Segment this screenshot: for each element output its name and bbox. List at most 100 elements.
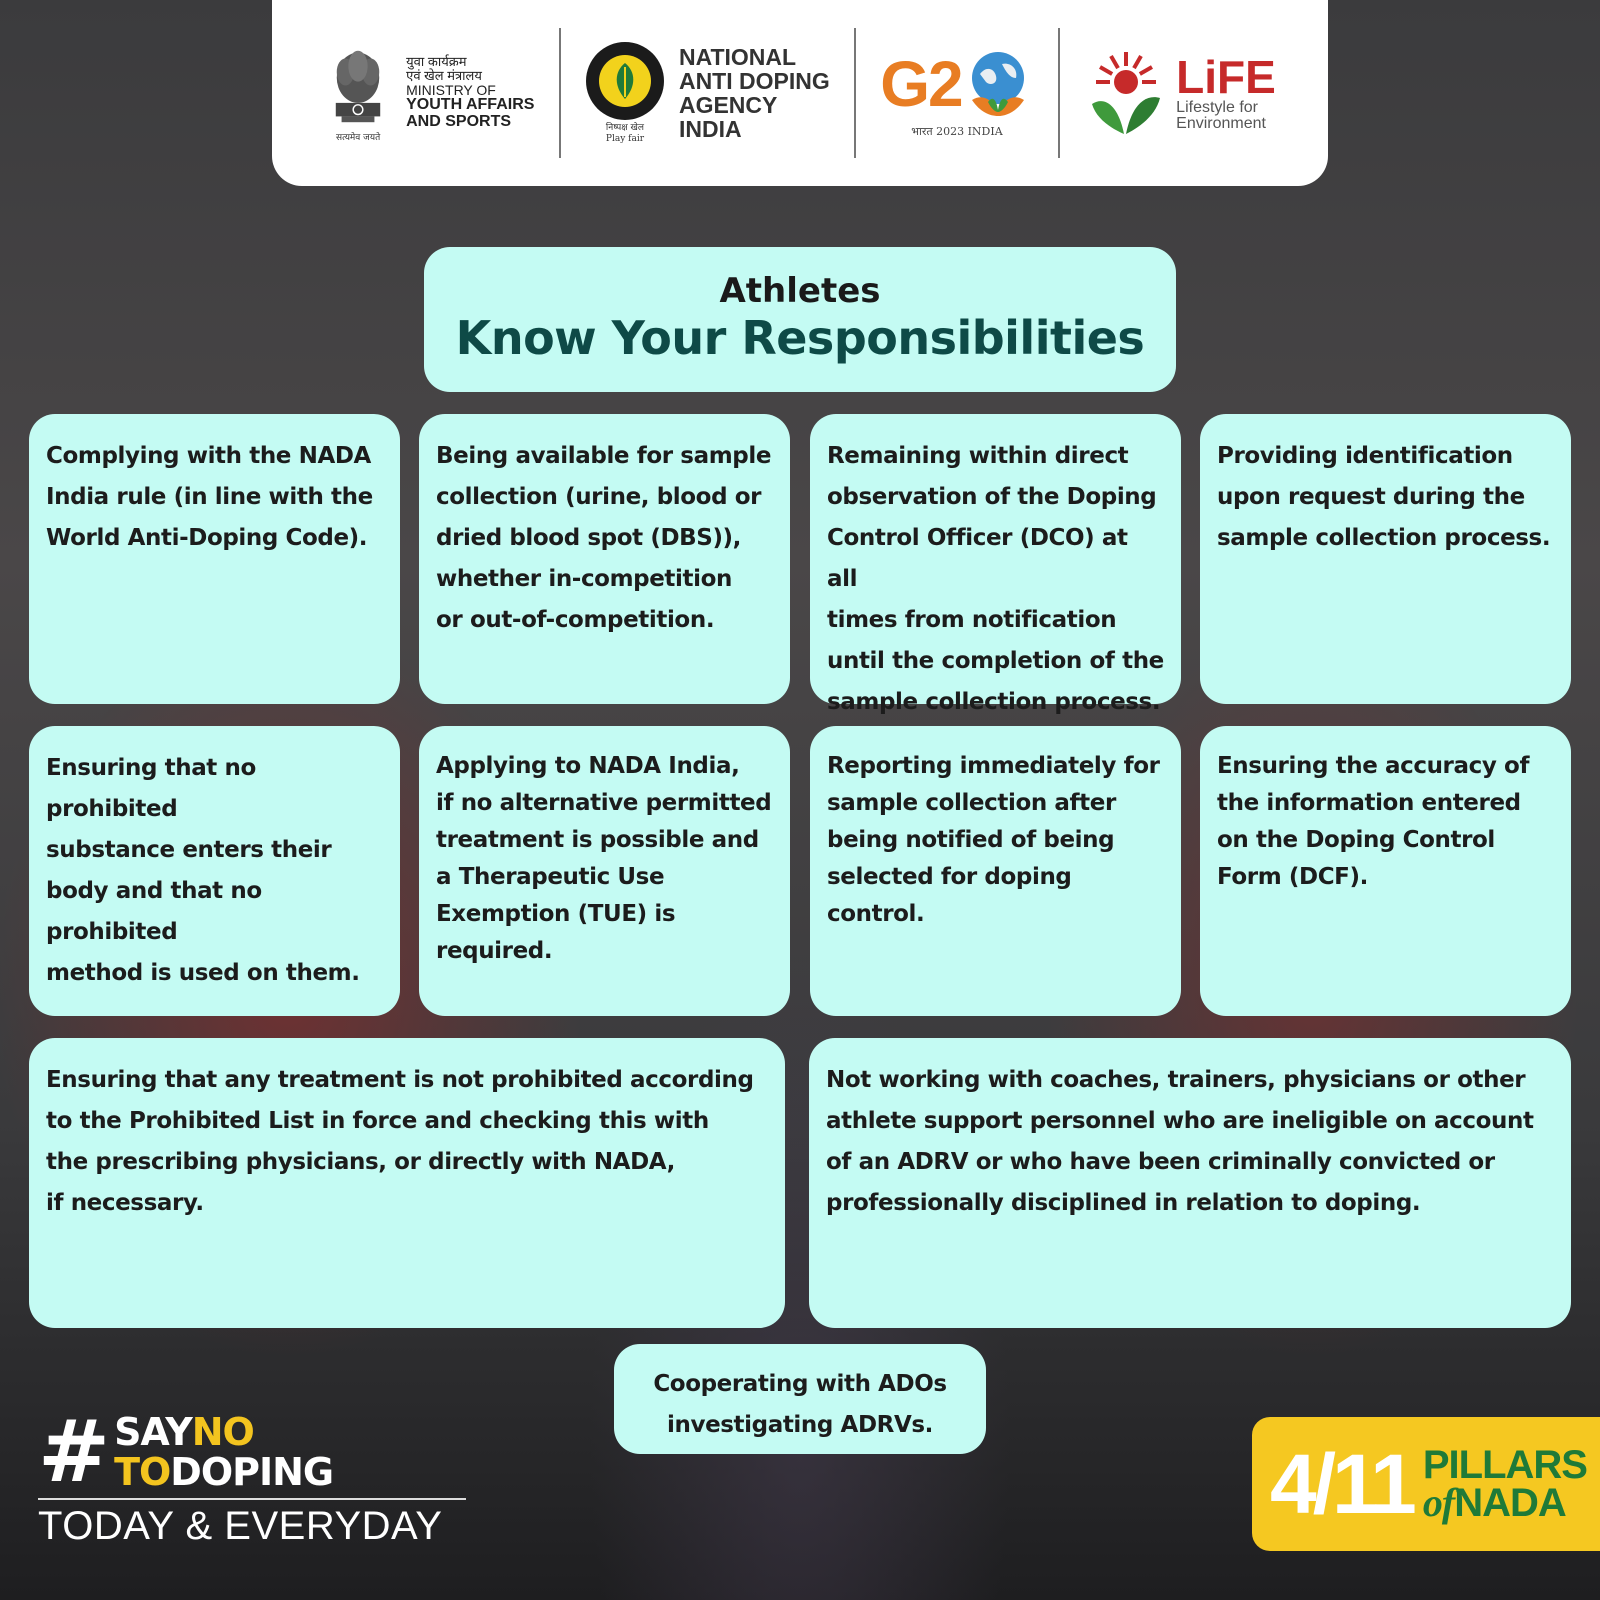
responsibility-card: Ensuring the accuracy of the information… — [1200, 726, 1571, 1016]
responsibility-card: Ensuring that no prohibited substance en… — [29, 726, 400, 1016]
card-text: Ensuring that no prohibited substance en… — [46, 748, 384, 994]
nada-name: NATIONAL ANTI DOPING AGENCY INDIA — [679, 45, 830, 142]
card-line: Complying with the NADA — [46, 443, 371, 469]
card-line: or out-of-competition. — [436, 607, 715, 633]
ministry-line1: MINISTRY OF — [406, 81, 496, 98]
ministry-name: युवा कार्यक्रम एवं खेल मंत्रालय MINISTRY… — [406, 55, 534, 131]
card-line: Providing identification — [1217, 443, 1513, 469]
card-line: if necessary. — [46, 1190, 204, 1216]
card-line: to the Prohibited List in force and chec… — [46, 1108, 709, 1134]
card-line: sample collection process. — [1217, 525, 1551, 551]
responsibility-card: Applying to NADA India, if no alternativ… — [419, 726, 790, 1016]
nada-line1: NATIONAL — [678, 43, 797, 70]
hashtag-words: SAYNO TODOPING — [114, 1410, 334, 1492]
card-line: athlete support personnel who are inelig… — [826, 1108, 1534, 1134]
globe-lotus-icon — [971, 51, 1024, 116]
card-line: Remaining within direct — [827, 443, 1129, 469]
responsibility-card: Being available for sample collection (u… — [419, 414, 790, 704]
card-line: Being available for sample — [436, 443, 772, 469]
card-line: sample collection after — [827, 790, 1116, 816]
pillar-of: of — [1422, 1480, 1455, 1525]
card-line: if no alternative permitted — [436, 790, 772, 816]
card-line: professionally disciplined in relation t… — [826, 1190, 1421, 1216]
tagline-divider — [38, 1498, 466, 1500]
card-line: Applying to NADA India, — [436, 753, 740, 779]
card-line: observation of the Doping — [827, 484, 1157, 510]
card-text: Reporting immediately for sample collect… — [827, 748, 1165, 933]
nada-caption-en: Play fair — [605, 134, 645, 144]
card-text: Being available for sample collection (u… — [436, 436, 774, 641]
card-line: until the completion of the — [827, 648, 1164, 674]
nada-line2: ANTI DOPING — [678, 67, 830, 94]
header-divider — [1057, 28, 1060, 158]
card-line: a Therapeutic Use — [436, 864, 665, 890]
card-line: dried blood spot (DBS)), — [436, 525, 741, 551]
card-text: Ensuring the accuracy of the information… — [1217, 748, 1555, 896]
card-line: Ensuring that any treatment is not prohi… — [46, 1067, 754, 1093]
g20-letters: G2 — [880, 47, 963, 120]
ministry-line3: AND SPORTS — [406, 112, 512, 130]
card-line: Form (DCF). — [1217, 864, 1368, 890]
card-line: the prescribing physicians, or directly … — [46, 1149, 675, 1175]
card-line: Control Officer (DCO) at all — [827, 525, 1128, 592]
page-title: Know Your Responsibilities — [455, 310, 1145, 365]
ministry-hindi-line2: एवं खेल मंत्रालय — [406, 67, 482, 83]
hash-symbol: # — [38, 1402, 111, 1502]
title-panel: Athletes Know Your Responsibilities — [424, 247, 1176, 392]
header-divider — [854, 28, 856, 158]
card-line: Reporting immediately for — [827, 753, 1160, 779]
responsibility-card: Cooperating with ADOs investigating ADRV… — [614, 1344, 986, 1454]
life-title: LiFE — [1176, 51, 1276, 103]
hashtag-no: NO — [191, 1410, 255, 1454]
card-line: of an ADRV or who have been criminally c… — [826, 1149, 1495, 1175]
life-sun-leaf-icon — [1092, 52, 1161, 134]
card-line: sample collection process. — [827, 689, 1161, 715]
campaign-tagline: TODAY & EVERYDAY — [38, 1504, 443, 1548]
responsibility-card: Ensuring that any treatment is not prohi… — [29, 1038, 785, 1328]
nada-caption: निष्पक्ष खेल Play fair — [606, 123, 644, 145]
logo-header: सत्यमेव जयते युवा कार्यक्रम एवं खेल मंत्… — [272, 0, 1328, 186]
card-text: Applying to NADA India, if no alternativ… — [436, 748, 774, 970]
card-line: upon request during the — [1217, 484, 1525, 510]
card-line: substance enters their — [46, 837, 332, 863]
life-sub1: Lifestyle for — [1176, 99, 1258, 116]
life-name: LiFE Lifestyle for Environment — [1176, 54, 1276, 132]
g20-title: G2 — [880, 48, 1033, 120]
pillar-word2: NADA — [1454, 1481, 1567, 1525]
emblem-motto: सत्यमेव जयते — [336, 133, 381, 143]
hashtag-say: SAY — [114, 1410, 193, 1454]
card-line: selected for doping control. — [827, 864, 1072, 927]
card-line: body and that no prohibited — [46, 878, 262, 945]
ministry-logo: सत्यमेव जयते युवा कार्यक्रम एवं खेल मंत्… — [324, 43, 534, 143]
pillar-count: 4/11 — [1270, 1437, 1417, 1531]
life-logo: LiFE Lifestyle for Environment — [1084, 48, 1276, 138]
card-line: treatment is possible and — [436, 827, 759, 853]
card-line: Ensuring the accuracy of — [1217, 753, 1530, 779]
say-no-to-doping-campaign: # SAYNO TODOPING TODAY & EVERYDAY — [38, 1402, 466, 1549]
responsibility-card: Reporting immediately for sample collect… — [810, 726, 1181, 1016]
card-line: India rule (in line with the — [46, 484, 373, 510]
responsibility-card: Complying with the NADA India rule (in l… — [29, 414, 400, 704]
nada-line3: AGENCY — [678, 92, 778, 118]
card-line: investigating ADRVs. — [667, 1412, 933, 1438]
responsibility-card: Remaining within direct observation of t… — [810, 414, 1181, 715]
responsibility-card: Not working with coaches, trainers, phys… — [809, 1038, 1571, 1328]
life-sub2: Environment — [1176, 115, 1266, 132]
card-text: Not working with coaches, trainers, phys… — [826, 1060, 1555, 1224]
card-line: the information entered — [1217, 790, 1521, 816]
page-subtitle: Athletes — [719, 271, 881, 311]
ministry-line2: YOUTH AFFAIRS — [406, 96, 535, 114]
card-line: Exemption (TUE) is — [436, 901, 676, 927]
card-line: method is used on them. — [46, 960, 360, 986]
card-line: Cooperating with ADOs — [653, 1371, 947, 1397]
nada-seal-icon: निष्पक्ष खेल Play fair — [585, 41, 665, 145]
card-line: World Anti-Doping Code). — [46, 525, 368, 551]
card-line: times from notification — [827, 607, 1117, 633]
card-line: required. — [436, 938, 553, 964]
header-divider — [558, 28, 561, 158]
card-line: collection (urine, blood or — [436, 484, 762, 510]
card-text: Ensuring that any treatment is not prohi… — [46, 1060, 769, 1224]
pillar-label: PILLARS ofNADA — [1422, 1445, 1588, 1525]
responsibility-card: Providing identification upon request du… — [1200, 414, 1571, 704]
card-text: Remaining within direct observation of t… — [827, 436, 1165, 723]
